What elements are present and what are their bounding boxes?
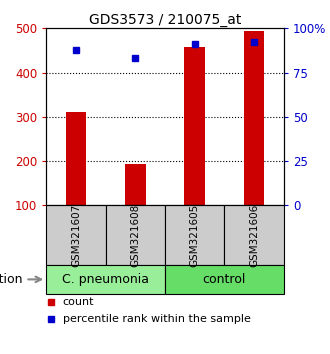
Bar — [244, 32, 265, 205]
Text: GSM321607: GSM321607 — [71, 204, 81, 267]
Title: GDS3573 / 210075_at: GDS3573 / 210075_at — [89, 13, 241, 27]
Text: GSM321608: GSM321608 — [130, 204, 140, 267]
Bar — [165, 205, 224, 265]
Text: count: count — [63, 297, 94, 307]
Text: C. pneumonia: C. pneumonia — [62, 273, 149, 286]
Bar — [184, 47, 205, 205]
Bar — [224, 205, 284, 265]
Bar — [66, 112, 86, 205]
Bar — [125, 164, 146, 205]
Bar — [165, 265, 284, 293]
Bar — [46, 205, 106, 265]
Text: infection: infection — [0, 273, 24, 286]
Bar — [106, 205, 165, 265]
Text: GSM321606: GSM321606 — [249, 204, 259, 267]
Text: GSM321605: GSM321605 — [190, 204, 200, 267]
Bar — [46, 265, 165, 293]
Text: control: control — [203, 273, 246, 286]
Text: percentile rank within the sample: percentile rank within the sample — [63, 314, 251, 324]
